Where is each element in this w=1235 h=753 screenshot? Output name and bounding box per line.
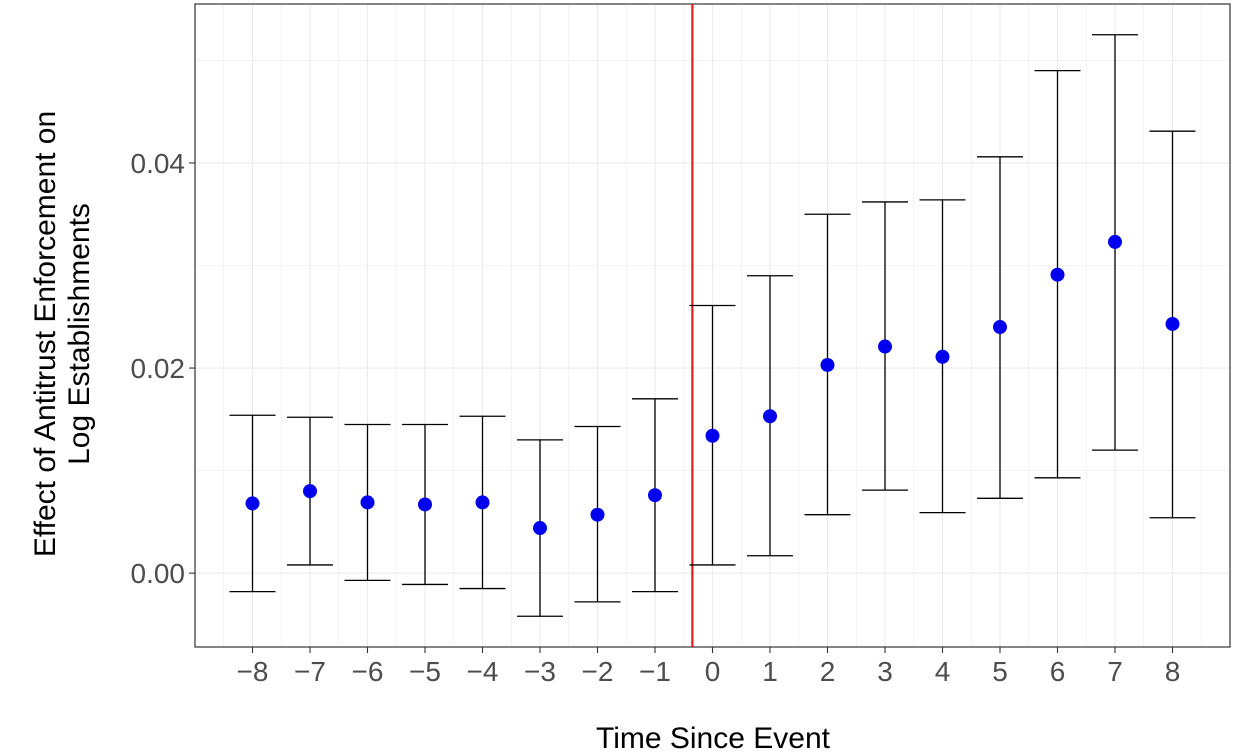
data-point	[360, 495, 375, 510]
x-tick-label: −4	[467, 656, 499, 687]
data-point	[533, 521, 547, 536]
y-tick-label: 0.00	[131, 558, 186, 589]
data-point	[878, 339, 892, 354]
data-point	[475, 495, 490, 510]
y-tick-label: 0.02	[131, 353, 186, 384]
y-axis-title-line-2: Log Establishments	[63, 203, 96, 465]
x-tick-label: 7	[1107, 656, 1123, 687]
data-point	[1108, 234, 1122, 249]
point-estimates	[245, 234, 1180, 536]
y-tick-label: 0.04	[131, 148, 186, 179]
x-tick-label: 4	[935, 656, 951, 687]
x-axis-ticks: −8 −7 −6 −5 −4 −3 −2 −1 0 1 2 3 4 5 6 7 8	[237, 647, 1181, 687]
data-point	[935, 349, 950, 364]
data-point	[648, 488, 662, 503]
data-point	[1165, 316, 1180, 331]
data-point	[245, 496, 260, 511]
data-point	[820, 357, 835, 372]
data-point	[705, 428, 720, 443]
x-tick-label: −7	[294, 656, 326, 687]
x-tick-label: −6	[352, 656, 384, 687]
x-tick-label: 6	[1050, 656, 1066, 687]
y-axis-ticks: 0.00 0.02 0.04	[131, 148, 195, 589]
data-point	[303, 484, 317, 499]
x-tick-label: −3	[524, 656, 556, 687]
data-point	[763, 409, 777, 424]
x-tick-label: 2	[820, 656, 836, 687]
data-point	[418, 497, 432, 512]
y-axis-title-line-1: Effect of Antitrust Enforcement on	[29, 111, 62, 557]
x-tick-label: −1	[639, 656, 671, 687]
y-axis-title: Effect of Antitrust Enforcement on Log E…	[29, 111, 96, 557]
x-tick-label: 5	[992, 656, 1008, 687]
data-point	[1050, 267, 1065, 282]
data-point	[993, 320, 1007, 335]
x-tick-label: −5	[409, 656, 441, 687]
error-bars	[229, 34, 1196, 617]
x-tick-label: 8	[1165, 656, 1181, 687]
x-tick-label: 0	[705, 656, 721, 687]
x-tick-label: −8	[237, 656, 269, 687]
x-tick-label: −2	[582, 656, 614, 687]
x-tick-label: 3	[877, 656, 893, 687]
data-point	[590, 507, 605, 522]
x-tick-label: 1	[762, 656, 778, 687]
x-axis-title: Time Since Event	[596, 722, 831, 753]
